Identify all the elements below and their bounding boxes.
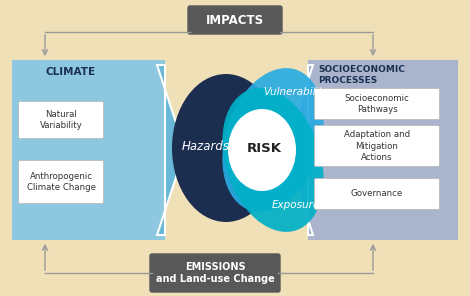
Text: SOCIOECONOMIC
PROCESSES: SOCIOECONOMIC PROCESSES (318, 65, 405, 85)
Polygon shape (285, 65, 313, 235)
Text: Governance: Governance (351, 189, 403, 199)
Text: IMPACTS: IMPACTS (206, 14, 264, 27)
Ellipse shape (222, 68, 324, 212)
FancyBboxPatch shape (314, 178, 439, 210)
Text: Natural
Variability: Natural Variability (39, 110, 82, 130)
FancyBboxPatch shape (188, 6, 282, 34)
Ellipse shape (172, 74, 280, 222)
Polygon shape (12, 60, 165, 240)
Polygon shape (157, 65, 185, 235)
FancyBboxPatch shape (314, 126, 439, 166)
FancyBboxPatch shape (18, 102, 103, 139)
Text: Hazards: Hazards (182, 139, 230, 152)
Text: Adaptation and
Mitigation
Actions: Adaptation and Mitigation Actions (344, 131, 410, 162)
Ellipse shape (222, 88, 324, 232)
Text: Anthropogenic
Climate Change: Anthropogenic Climate Change (26, 172, 95, 192)
Text: Exposure: Exposure (272, 200, 320, 210)
Text: RISK: RISK (246, 141, 282, 155)
Polygon shape (308, 60, 458, 240)
FancyBboxPatch shape (150, 254, 280, 292)
Text: EMISSIONS
and Land-use Change: EMISSIONS and Land-use Change (156, 262, 274, 284)
Text: CLIMATE: CLIMATE (45, 67, 95, 77)
Text: Socioeconomic
Pathways: Socioeconomic Pathways (345, 94, 409, 114)
FancyBboxPatch shape (18, 160, 103, 204)
Ellipse shape (228, 109, 296, 191)
Text: Vulnerability: Vulnerability (263, 87, 329, 97)
FancyBboxPatch shape (314, 89, 439, 120)
